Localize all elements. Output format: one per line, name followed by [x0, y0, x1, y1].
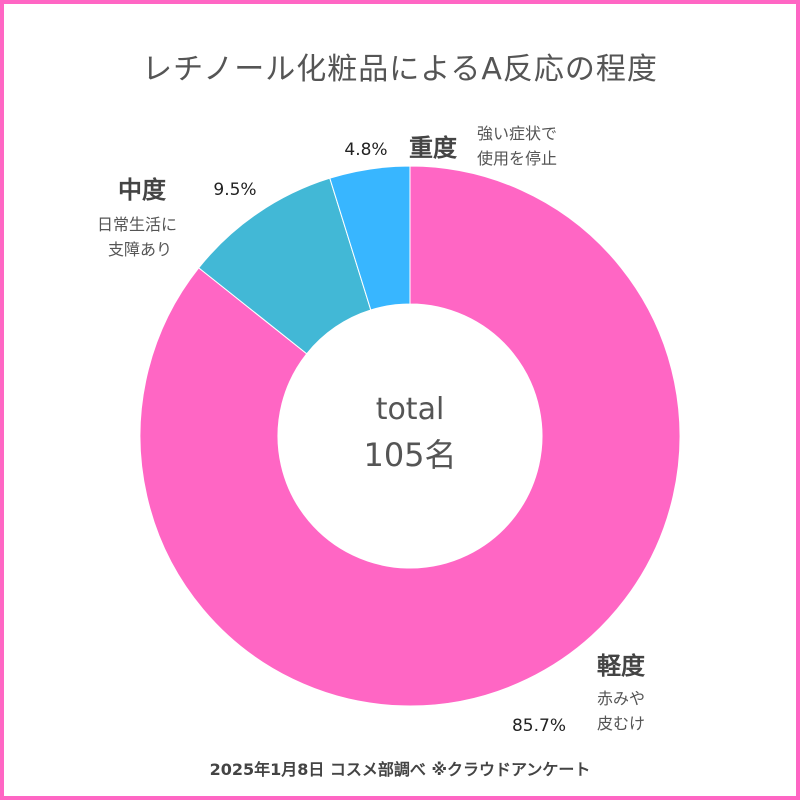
slice-desc-severe-2: 使用を停止	[477, 149, 557, 168]
slice-mild	[139, 165, 681, 707]
slice-desc-mild-1: 赤みや	[597, 689, 645, 708]
center-total-count: 105名	[363, 436, 456, 474]
slice-label-mild: 軽度	[597, 652, 646, 680]
slice-desc-moderate-1: 日常生活に	[97, 215, 177, 234]
slice-percent-mild: 85.7%	[512, 716, 566, 736]
slice-percent-severe: 4.8%	[344, 140, 387, 160]
center-total-label: total	[376, 392, 445, 427]
chart-title: レチノール化粧品によるA反応の程度	[142, 52, 658, 87]
slice-desc-severe-1: 強い症状で	[477, 124, 557, 143]
slice-desc-moderate-2: 支障あり	[108, 240, 172, 259]
slice-desc-mild-2: 皮むけ	[597, 714, 645, 733]
donut-chart: total 105名 軽度 赤みや 皮むけ 85.7% 中度 9.5% 日常生活…	[97, 124, 681, 736]
source-note: 2025年1月8日 コスメ部調べ ※クラウドアンケート	[209, 760, 591, 779]
slice-severe	[329, 165, 411, 311]
slice-percent-moderate: 9.5%	[213, 180, 256, 200]
slice-label-moderate: 中度	[118, 176, 167, 204]
slice-label-severe: 重度	[409, 134, 458, 162]
